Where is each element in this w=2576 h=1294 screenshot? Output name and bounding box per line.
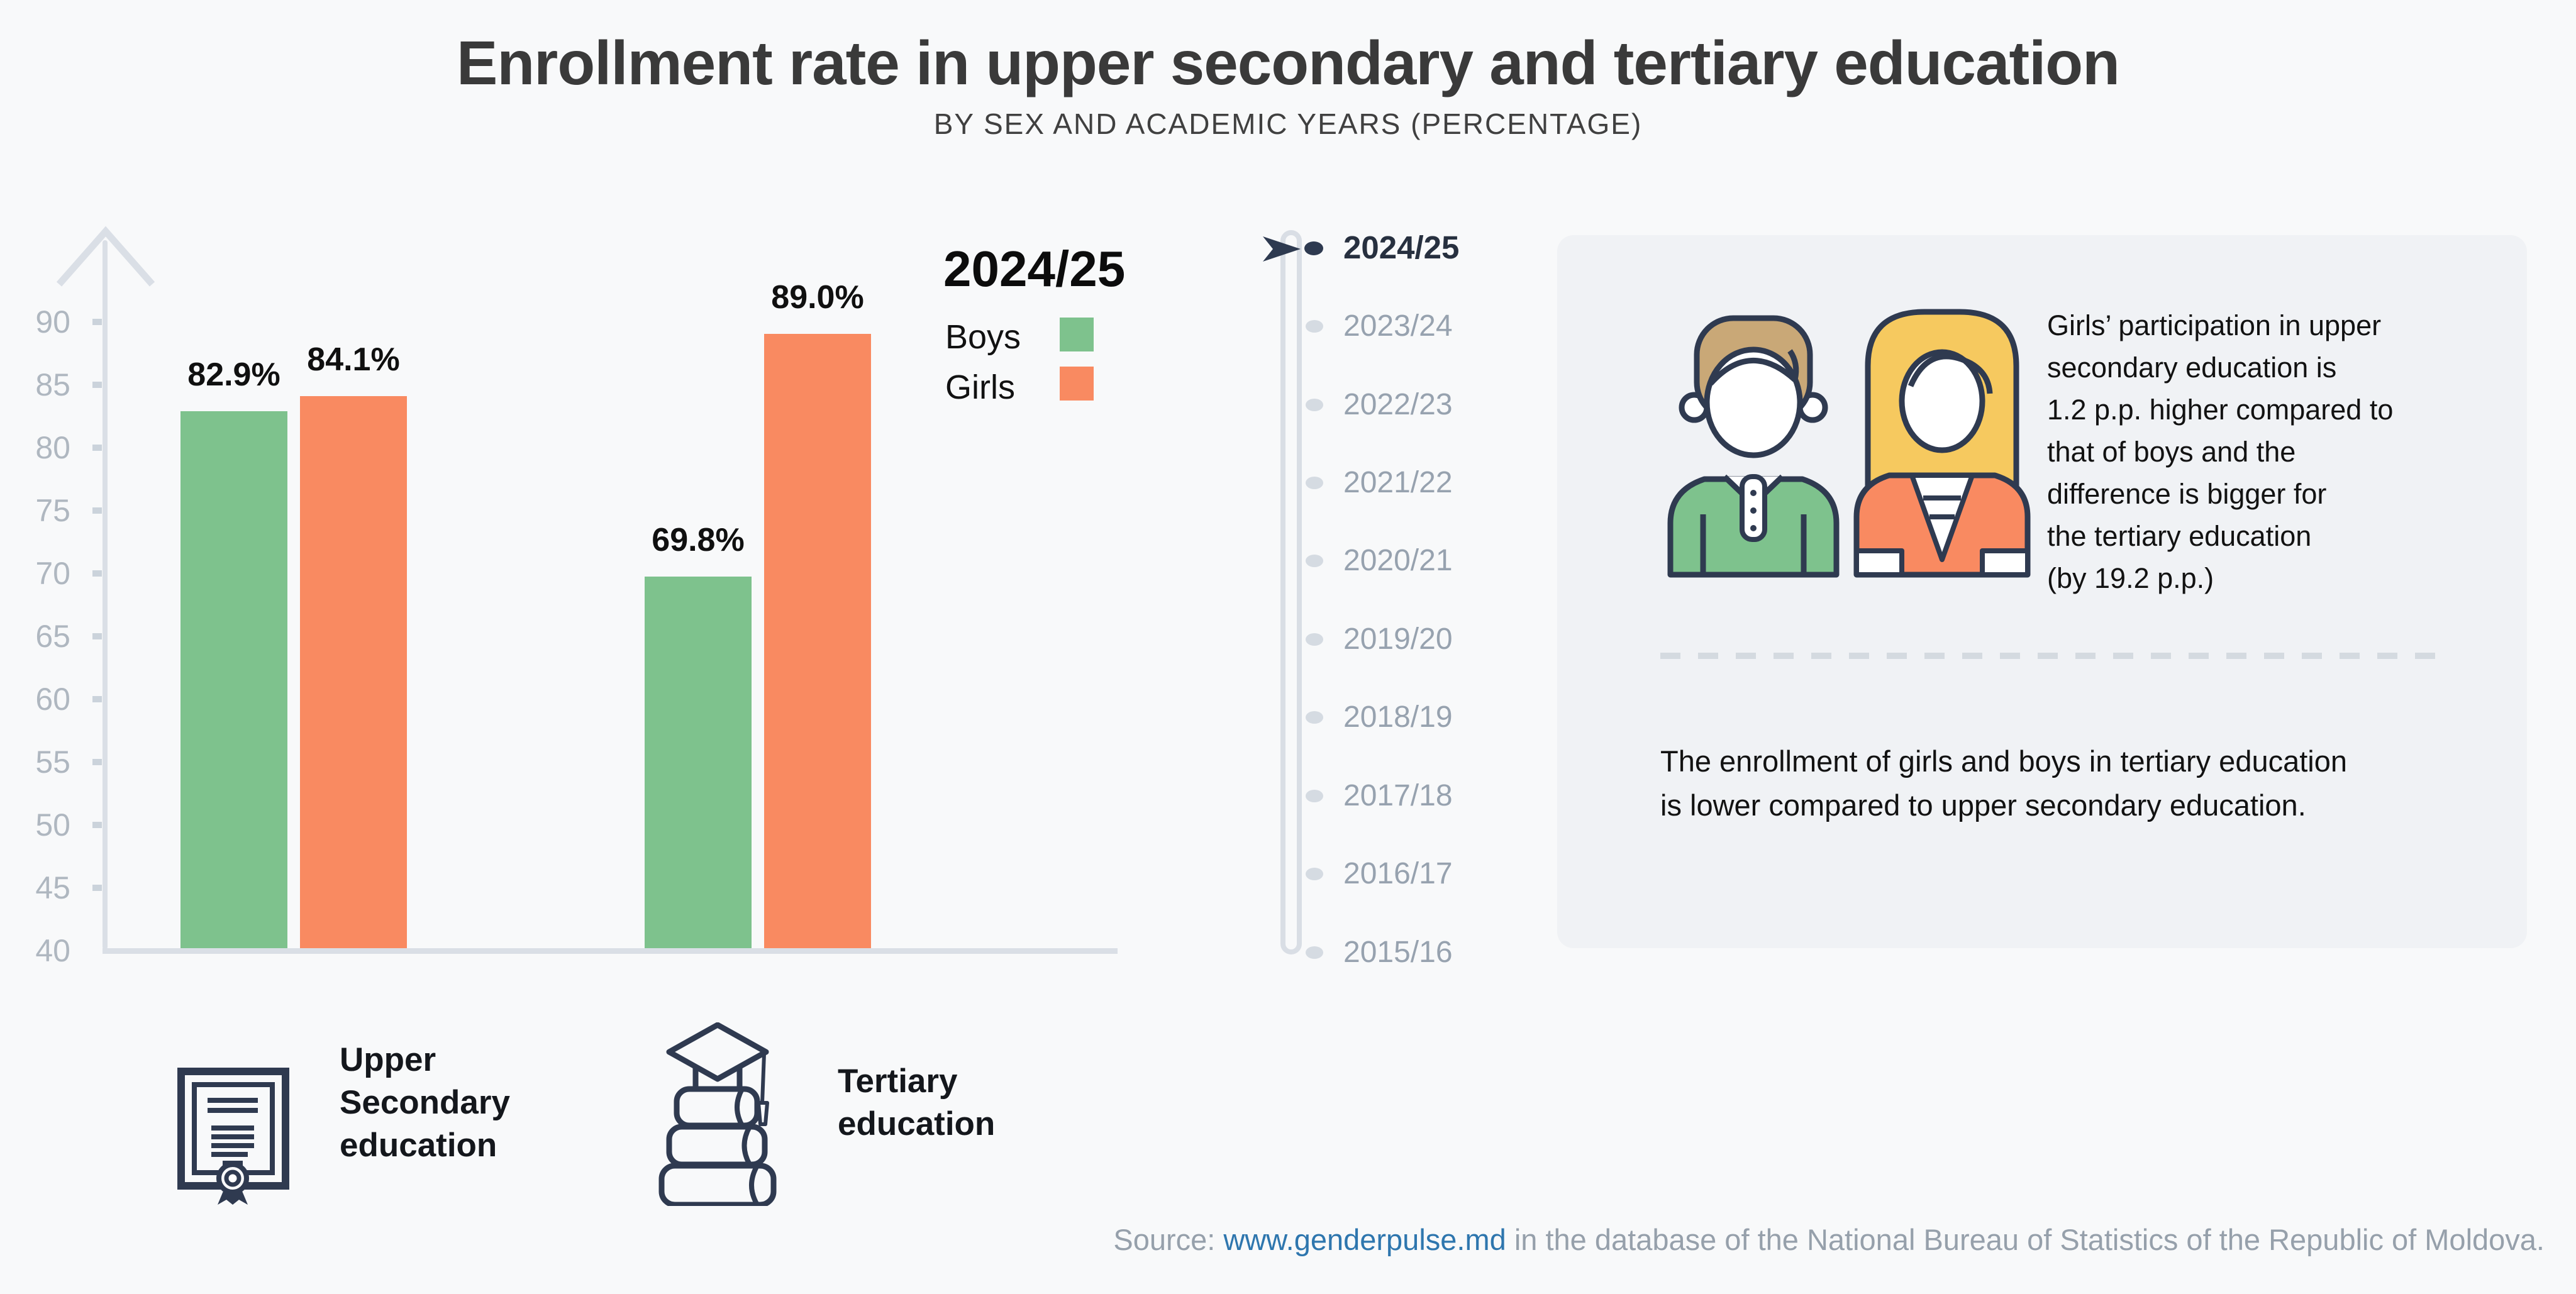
y-tick-mark	[92, 822, 102, 828]
timeline-year-2022-23[interactable]: 2022/23	[1343, 388, 1453, 421]
timeline-year-2015-16[interactable]: 2015/16	[1343, 936, 1453, 969]
y-tick-label: 60	[35, 682, 70, 717]
bar-upper-secondary-girls[interactable]	[300, 396, 407, 948]
timeline-track[interactable]	[1280, 230, 1302, 954]
y-tick-mark	[92, 885, 102, 891]
y-tick-label: 40	[35, 933, 70, 968]
y-tick-mark	[92, 445, 102, 451]
legend-selected-year: 2024/25	[943, 241, 1126, 297]
source-line: Source: www.genderpulse.md in the databa…	[1113, 1222, 2545, 1257]
legend-girls-label: Girls	[945, 368, 1015, 406]
category-label-upper-secondary: Upper Secondary education	[340, 1041, 511, 1164]
timeline-year-2020-21[interactable]: 2020/21	[1343, 544, 1453, 577]
timeline-dot-2021-22[interactable]	[1306, 477, 1323, 489]
timeline-dot-2018-19[interactable]	[1306, 711, 1323, 724]
y-tick-label: 80	[35, 430, 70, 465]
dashed-divider	[1660, 653, 2446, 659]
y-tick-mark	[92, 633, 102, 639]
value-label-tertiary-boys: 69.8%	[652, 522, 745, 558]
value-label-upper-secondary-boys: 82.9%	[187, 357, 280, 393]
y-tick-mark	[92, 382, 102, 388]
timeline-year-2018-19[interactable]: 2018/19	[1343, 700, 1453, 734]
timeline-dot-2016-17[interactable]	[1306, 868, 1323, 880]
panel-paragraph-2: The enrollment of girls and boys in tert…	[1660, 744, 2348, 822]
source-link[interactable]: www.genderpulse.md	[1223, 1223, 1506, 1256]
y-tick-mark	[92, 759, 102, 765]
source-prefix: Source:	[1113, 1223, 1224, 1256]
legend-boys-label: Boys	[945, 318, 1021, 356]
value-label-upper-secondary-girls: 84.1%	[307, 341, 400, 378]
bar-upper-secondary-boys[interactable]	[180, 411, 287, 948]
timeline-dot-2023-24[interactable]	[1306, 320, 1323, 333]
timeline-year-2017-18[interactable]: 2017/18	[1343, 779, 1453, 812]
timeline-year-2021-22[interactable]: 2021/22	[1343, 466, 1453, 499]
x-axis-line	[103, 948, 1118, 954]
certificate-icon	[177, 1068, 289, 1205]
page-subtitle: BY SEX AND ACADEMIC YEARS (PERCENTAGE)	[933, 108, 1643, 140]
y-axis-arrow-icon	[56, 226, 155, 287]
y-tick-label: 85	[35, 367, 70, 402]
timeline-cursor-arrow-icon	[1263, 236, 1301, 262]
page-title: Enrollment rate in upper secondary and t…	[456, 28, 2120, 97]
legend-boys-swatch	[1060, 318, 1094, 351]
category-label-tertiary: Tertiary education	[838, 1063, 996, 1142]
timeline-dot-2022-23[interactable]	[1306, 399, 1323, 411]
y-axis-line	[103, 240, 108, 949]
value-label-tertiary-girls: 89.0%	[771, 279, 864, 316]
timeline-dot-2017-18[interactable]	[1306, 790, 1323, 802]
timeline-dot-2019-20[interactable]	[1306, 633, 1323, 646]
timeline-year-2019-20[interactable]: 2019/20	[1343, 622, 1453, 656]
y-tick-label: 55	[35, 744, 70, 780]
y-tick-label: 50	[35, 807, 70, 843]
timeline-year-2024-25[interactable]: 2024/25	[1343, 229, 1460, 265]
timeline-year-2016-17[interactable]: 2016/17	[1343, 857, 1453, 890]
timeline-dot-2015-16[interactable]	[1306, 946, 1323, 959]
y-tick-label: 65	[35, 619, 70, 654]
legend-girls-swatch	[1060, 367, 1094, 401]
timeline-year-2023-24[interactable]: 2023/24	[1343, 309, 1453, 343]
timeline-dot-2020-21[interactable]	[1306, 555, 1323, 567]
boy-icon	[1667, 315, 1840, 578]
source-suffix: in the database of the National Bureau o…	[1506, 1223, 2545, 1256]
tertiary-books-icon	[658, 1022, 777, 1206]
girl-icon	[1853, 309, 2031, 578]
y-tick-mark	[92, 319, 102, 325]
y-tick-label: 45	[35, 870, 70, 905]
y-tick-label: 75	[35, 493, 70, 528]
timeline-dot-2024-25[interactable]	[1304, 241, 1323, 255]
y-tick-mark	[92, 507, 102, 514]
y-tick-label: 70	[35, 556, 70, 591]
y-tick-mark	[92, 570, 102, 577]
bar-tertiary-boys[interactable]	[645, 577, 752, 948]
panel-paragraph-1: Girls’ participation in upper secondary …	[2047, 309, 2394, 594]
y-tick-label: 90	[35, 304, 70, 340]
bar-tertiary-girls[interactable]	[764, 334, 871, 948]
y-tick-mark	[92, 696, 102, 702]
